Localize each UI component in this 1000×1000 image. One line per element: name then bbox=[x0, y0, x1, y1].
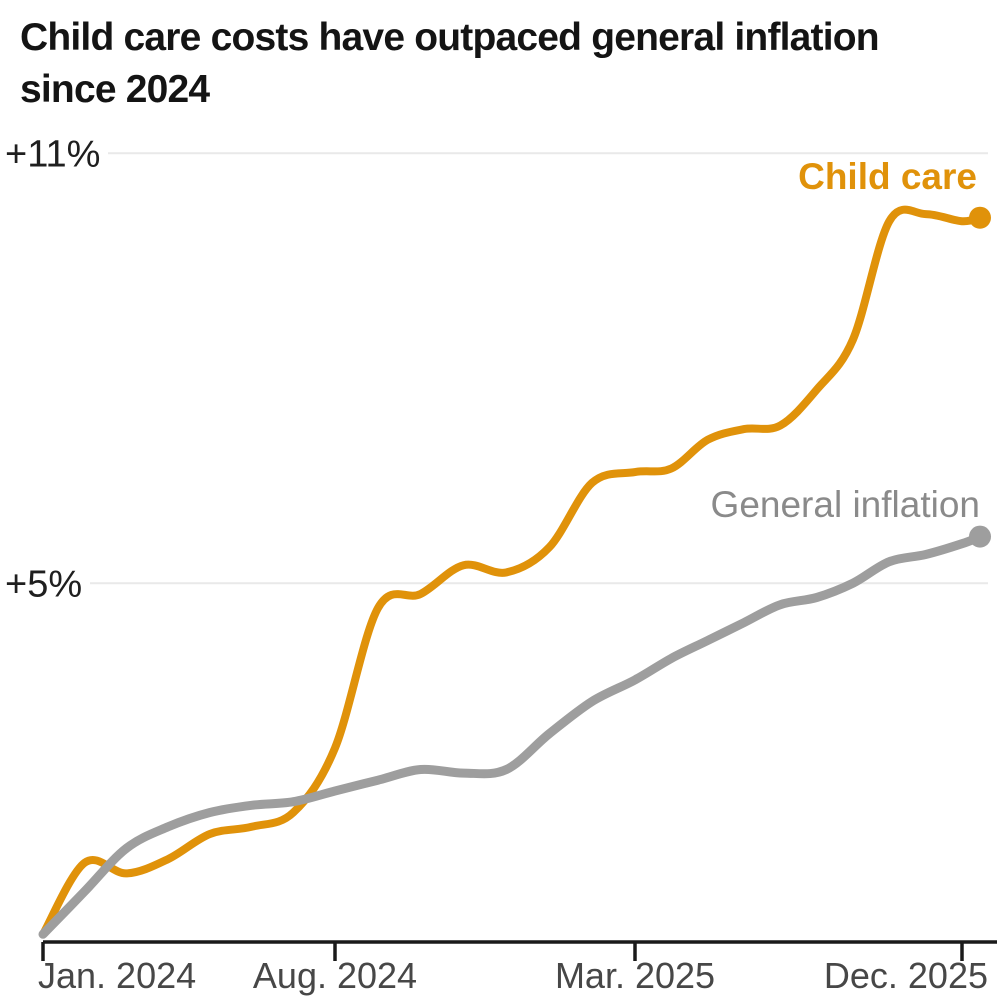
chart-title-line-2: since 2024 bbox=[20, 68, 210, 111]
x-tick-label-mar-2025: Mar. 2025 bbox=[555, 955, 715, 996]
child-care-series-label: Child care bbox=[798, 156, 977, 197]
general-inflation-endpoint-dot bbox=[969, 525, 991, 548]
child-care-endpoint-dot bbox=[969, 206, 991, 229]
x-tick-label-jan-2024: Jan. 2024 bbox=[38, 955, 196, 996]
child-care-line bbox=[39, 205, 984, 939]
y-value-label-11pct: +11% bbox=[5, 134, 100, 176]
chart-title-line-1: Child care costs have outpaced general i… bbox=[20, 16, 880, 59]
x-tick-label-dec-2025: Dec. 2025 bbox=[824, 955, 988, 996]
general-inflation-series-label: General inflation bbox=[711, 484, 980, 525]
x-tick-label-aug-2024: Aug. 2024 bbox=[253, 955, 417, 996]
chart-title: Child care costs have outpaced general i… bbox=[20, 12, 982, 116]
general-inflation-line bbox=[38, 532, 985, 939]
y-value-label-5pct: +5% bbox=[5, 564, 82, 606]
